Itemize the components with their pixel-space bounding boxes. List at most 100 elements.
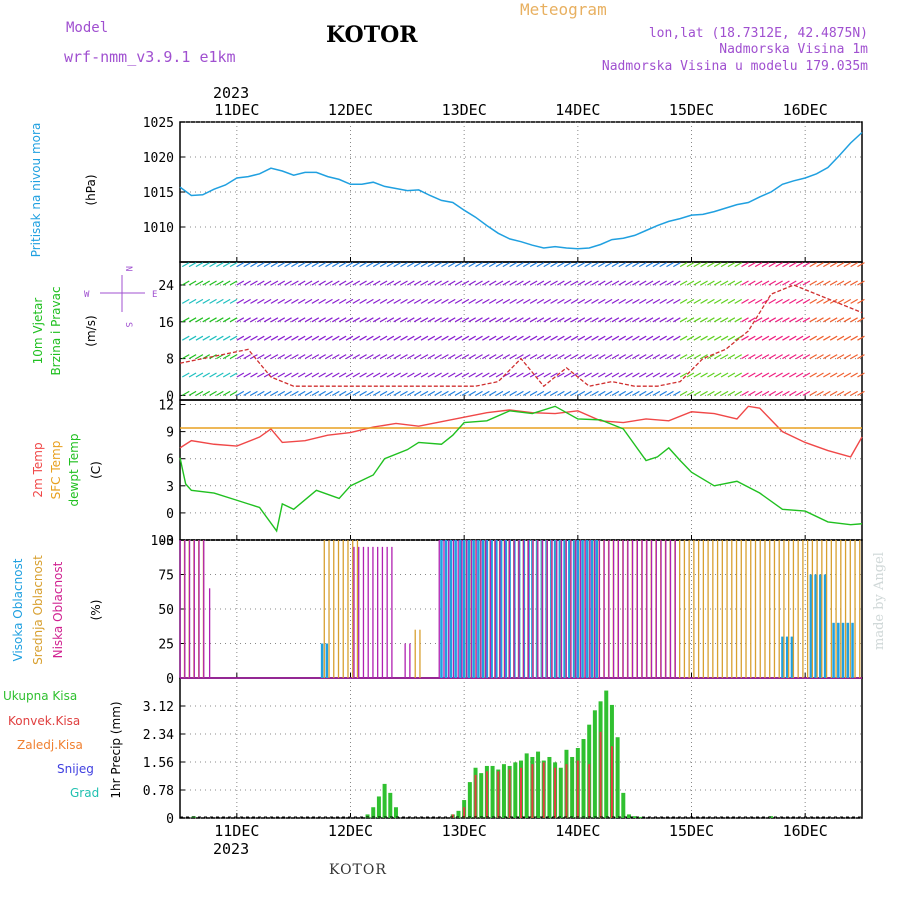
wind-barb <box>270 372 279 378</box>
precip-total-bar <box>769 816 774 818</box>
wind-barb <box>700 280 708 286</box>
precip-total-bar <box>490 765 495 818</box>
wind-barb <box>202 280 211 286</box>
cloud-unit: (%) <box>89 600 103 621</box>
wind-barb <box>468 354 477 360</box>
wind-barb <box>516 280 524 286</box>
wind-barb <box>857 317 865 323</box>
wind-barb <box>270 280 279 286</box>
wind-barb <box>393 335 401 341</box>
wind-barb <box>250 372 258 378</box>
wind-barb <box>563 390 572 396</box>
wind-barb <box>707 335 715 341</box>
wind-barb <box>529 280 538 286</box>
wind-barb <box>850 317 858 323</box>
precip-total-bar <box>501 764 506 818</box>
wind-barb <box>291 372 299 378</box>
wind-barb <box>495 317 504 323</box>
wind-barb <box>447 372 456 378</box>
wind-barb <box>209 262 217 268</box>
wind-barb <box>250 390 258 396</box>
wind-barb <box>181 317 190 323</box>
wind-barb <box>413 390 422 396</box>
wind-barb <box>836 317 845 323</box>
wind-barb <box>550 280 558 286</box>
wind-barb <box>345 354 354 360</box>
wind-barb <box>427 298 436 304</box>
wind-barb <box>645 298 654 304</box>
wind-barb <box>393 298 401 304</box>
wind-barb <box>597 280 606 286</box>
precip-total-bar <box>388 792 393 818</box>
wind-barb <box>686 335 695 341</box>
wind-barb <box>795 298 804 304</box>
wind-barb <box>420 280 429 286</box>
wind-barb <box>311 280 320 286</box>
wind-barb <box>502 262 511 268</box>
y-tick-label: 0.78 <box>143 784 174 799</box>
wind-barb <box>216 335 224 341</box>
wind-barb <box>250 262 258 268</box>
wind-barb <box>468 280 477 286</box>
wind-barb <box>795 335 804 341</box>
wind-barb <box>427 280 436 286</box>
wind-barb <box>352 335 361 341</box>
wind-barb <box>345 335 354 341</box>
wind-barb <box>809 354 818 360</box>
wind-barb <box>741 262 749 268</box>
y-tick-label: 1.56 <box>143 756 174 771</box>
wind-label-2: Brzina i Pravac <box>49 286 63 375</box>
wind-barb <box>679 372 688 378</box>
wind-barb <box>263 335 272 341</box>
wind-barb <box>850 390 858 396</box>
wind-barb <box>625 390 633 396</box>
wind-barb <box>638 280 647 286</box>
wind-barb <box>843 262 852 268</box>
wind-barb <box>181 298 190 304</box>
wind-barb <box>754 335 763 341</box>
wind-barb <box>488 280 497 286</box>
wind-barb <box>256 317 265 323</box>
wind-barb <box>734 298 742 304</box>
wind-barb <box>509 390 517 396</box>
wind-barb <box>761 262 770 268</box>
wind-barb <box>209 280 217 286</box>
wind-barb <box>243 298 251 304</box>
wind-barb <box>441 280 449 286</box>
wind-barb <box>325 280 333 286</box>
wind-barb <box>707 354 715 360</box>
wind-barb <box>707 280 715 286</box>
wind-barb <box>379 372 388 378</box>
wind-barb <box>366 372 374 378</box>
cloud-high-label: Visoka Oblacnost <box>11 558 25 661</box>
wind-barb <box>693 390 702 396</box>
wind-barb <box>270 390 279 396</box>
wind-barb <box>543 298 552 304</box>
wind-barb <box>502 298 511 304</box>
wind-barb <box>638 335 647 341</box>
wind-barb <box>400 317 408 323</box>
wind-barb <box>502 280 511 286</box>
wind-barb <box>625 354 633 360</box>
precip-conv-bar <box>485 771 488 818</box>
wind-barb <box>516 298 524 304</box>
wind-barb <box>359 354 367 360</box>
wind-barb <box>441 262 449 268</box>
wind-barb <box>359 280 367 286</box>
wind-barb <box>768 390 777 396</box>
wind-barb <box>502 317 511 323</box>
wind-barb <box>543 354 552 360</box>
wind-barb <box>816 262 824 268</box>
wind-barb <box>325 372 333 378</box>
wind-barb <box>754 372 763 378</box>
wind-barb <box>338 317 347 323</box>
wind-barb <box>584 372 592 378</box>
wind-barb <box>495 298 504 304</box>
wind-barb <box>434 262 442 268</box>
wind-barb <box>195 354 204 360</box>
precip-total-bar <box>604 690 609 818</box>
wind-barb <box>734 317 742 323</box>
wind-barb <box>686 372 695 378</box>
wind-barb <box>325 390 333 396</box>
wind-barb <box>263 390 272 396</box>
